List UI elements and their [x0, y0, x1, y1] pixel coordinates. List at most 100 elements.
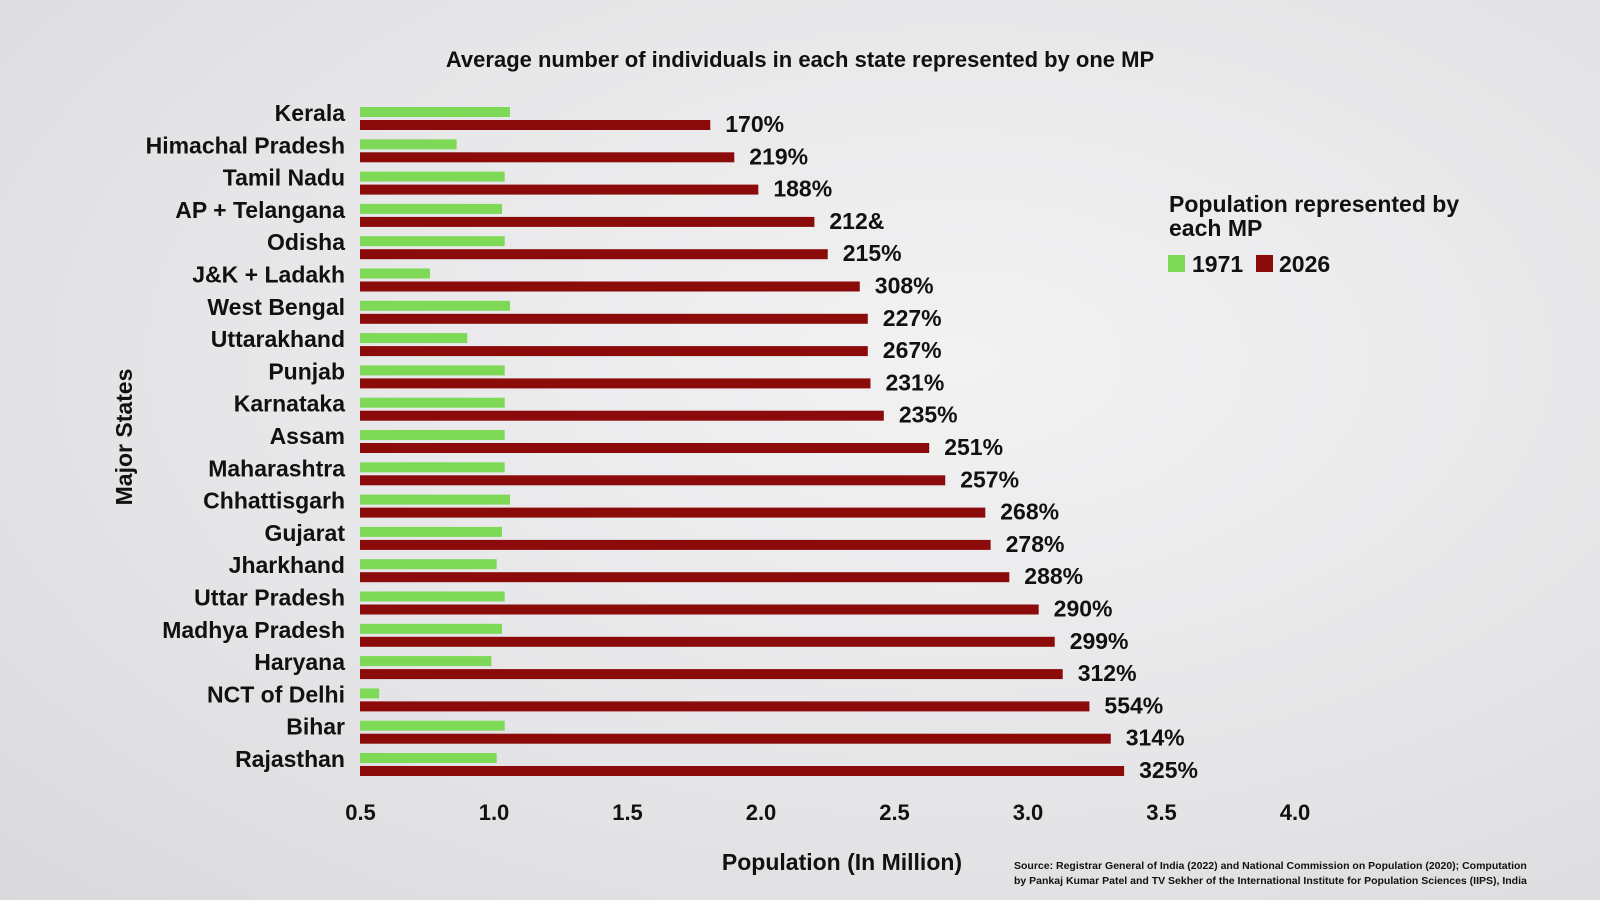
bar-2026-uttar-pradesh: [360, 604, 1039, 615]
bar-1971-bihar: [360, 720, 505, 731]
x-axis-title: Population (In Million): [722, 849, 962, 875]
x-tick-1-5: 1.5: [612, 800, 643, 825]
bar-2026-jharkhand: [360, 572, 1010, 583]
x-tick-4-0: 4.0: [1280, 800, 1311, 825]
bar-2026-kerala: [360, 120, 711, 130]
category-label-tamil-nadu: Tamil Nadu: [223, 165, 345, 191]
bars-layer: [360, 107, 1125, 776]
category-label-punjab: Punjab: [268, 358, 345, 384]
bar-2026-chhattisgarh: [360, 507, 986, 518]
x-tick-2-0: 2.0: [746, 800, 777, 825]
x-tick-1-0: 1.0: [479, 800, 510, 825]
category-label-rajasthan: Rajasthan: [235, 746, 345, 772]
category-label-odisha: Odisha: [267, 229, 345, 255]
data-label-uttarakhand: 267%: [883, 337, 942, 363]
legend-swatch-1971: [1168, 255, 1185, 272]
category-label-nct-of-delhi: NCT of Delhi: [207, 681, 345, 707]
bar-1971-assam: [360, 430, 505, 440]
legend-title-line-1: Population represented by: [1169, 191, 1459, 217]
category-label-assam: Assam: [270, 423, 345, 449]
data-label-karnataka: 235%: [899, 402, 958, 428]
category-label-karnataka: Karnataka: [234, 391, 345, 417]
category-label-haryana: Haryana: [254, 649, 345, 675]
x-tick-3-5: 3.5: [1146, 800, 1177, 825]
category-label-bihar: Bihar: [286, 714, 345, 740]
bar-1971-west-bengal: [360, 300, 511, 311]
chart-title: Average number of individuals in each st…: [446, 47, 1154, 72]
bar-2026-maharashtra: [360, 475, 946, 486]
data-label-odisha: 215%: [843, 240, 902, 266]
category-label-madhya-pradesh: Madhya Pradesh: [162, 617, 345, 643]
bar-2026-haryana: [360, 669, 1063, 680]
bar-1971-himachal-pradesh: [360, 139, 457, 150]
data-label-madhya-pradesh: 299%: [1070, 628, 1129, 654]
category-label-jharkhand: Jharkhand: [229, 552, 345, 578]
category-label-kerala: Kerala: [275, 100, 346, 126]
data-label-tamil-nadu: 188%: [773, 176, 832, 202]
bar-1971-tamil-nadu: [360, 171, 505, 182]
data-labels: 170% 219% 188% 212&215% 308% 227% 267% 231% 235%…: [725, 111, 1198, 783]
data-label-jharkhand: 288%: [1024, 563, 1083, 589]
bar-2026-tamil-nadu: [360, 184, 759, 195]
source-line-1: Source: Registrar General of India (2022…: [1014, 860, 1527, 872]
bar-2026-punjab: [360, 378, 871, 389]
data-label-himachal-pradesh: 219%: [749, 143, 808, 169]
bar-1971-nct-of-delhi: [360, 688, 380, 699]
bar-1971-madhya-pradesh: [360, 623, 503, 634]
bar-2026-nct-of-delhi: [360, 701, 1090, 712]
data-label-west-bengal: 227%: [883, 305, 942, 331]
data-label-uttar-pradesh: 290%: [1054, 596, 1113, 622]
bar-1971-karnataka: [360, 397, 505, 408]
source-note: Source: Registrar General of India (2022…: [1014, 860, 1530, 887]
bar-2026-bihar: [360, 733, 1111, 744]
category-label-west-bengal: West Bengal: [207, 294, 345, 320]
bar-2026-rajasthan: [360, 766, 1125, 776]
data-label-ap-telangana: 212&: [829, 208, 884, 234]
bar-1971-gujarat: [360, 526, 503, 537]
bar-1971-chhattisgarh: [360, 494, 511, 505]
bar-1971-uttarakhand: [360, 333, 468, 344]
data-label-gujarat: 278%: [1006, 531, 1065, 557]
data-label-nct-of-delhi: 554%: [1104, 692, 1163, 718]
bar-2026-uttarakhand: [360, 346, 868, 357]
x-tick-0-5: 0.5: [345, 800, 376, 825]
bar-2026-assam: [360, 443, 930, 453]
legend-title-line-2: each MP: [1169, 215, 1262, 241]
source-line-2: by Pankaj Kumar Patel and TV Sekher of t…: [1014, 875, 1527, 887]
bar-1971-jharkhand: [360, 559, 497, 570]
category-label-gujarat: Gujarat: [264, 520, 345, 546]
bar-1971-uttar-pradesh: [360, 591, 505, 602]
bar-1971-punjab: [360, 365, 505, 376]
bar-2026-karnataka: [360, 410, 884, 421]
category-label-uttar-pradesh: Uttar Pradesh: [194, 585, 345, 611]
bar-1971-odisha: [360, 236, 505, 247]
legend-title: Population represented by each MP: [1169, 191, 1466, 241]
legend: Population represented by each MP 1971 2…: [1168, 191, 1466, 277]
bar-2026-gujarat: [360, 539, 991, 550]
x-tick-3-0: 3.0: [1013, 800, 1044, 825]
data-label-j-k-ladakh: 308%: [875, 273, 934, 299]
bar-1971-kerala: [360, 107, 511, 117]
data-label-rajasthan: 325%: [1139, 757, 1198, 783]
data-label-haryana: 312%: [1078, 660, 1137, 686]
bar-2026-madhya-pradesh: [360, 636, 1055, 647]
y-axis-title: Major States: [111, 369, 137, 506]
bar-1971-rajasthan: [360, 753, 497, 763]
data-label-bihar: 314%: [1126, 725, 1185, 751]
x-axis-ticks: 0.5 1.0 1.5 2.0 2.5 3.0 3.5 4.0: [345, 800, 1310, 825]
category-label-maharashtra: Maharashtra: [208, 455, 345, 481]
legend-label-2026: 2026: [1279, 251, 1330, 277]
category-label-uttarakhand: Uttarakhand: [211, 326, 345, 352]
legend-swatch-2026: [1256, 255, 1273, 272]
bar-2026-j-k-ladakh: [360, 281, 860, 292]
data-label-chhattisgarh: 268%: [1000, 499, 1059, 525]
data-label-assam: 251%: [944, 434, 1003, 460]
bar-2026-himachal-pradesh: [360, 152, 735, 163]
category-label-himachal-pradesh: Himachal Pradesh: [146, 132, 345, 158]
legend-label-1971: 1971: [1192, 251, 1243, 277]
x-tick-2-5: 2.5: [879, 800, 910, 825]
bar-2026-odisha: [360, 249, 828, 260]
data-label-punjab: 231%: [885, 369, 944, 395]
bar-1971-ap-telangana: [360, 203, 503, 214]
bar-2026-ap-telangana: [360, 216, 815, 227]
